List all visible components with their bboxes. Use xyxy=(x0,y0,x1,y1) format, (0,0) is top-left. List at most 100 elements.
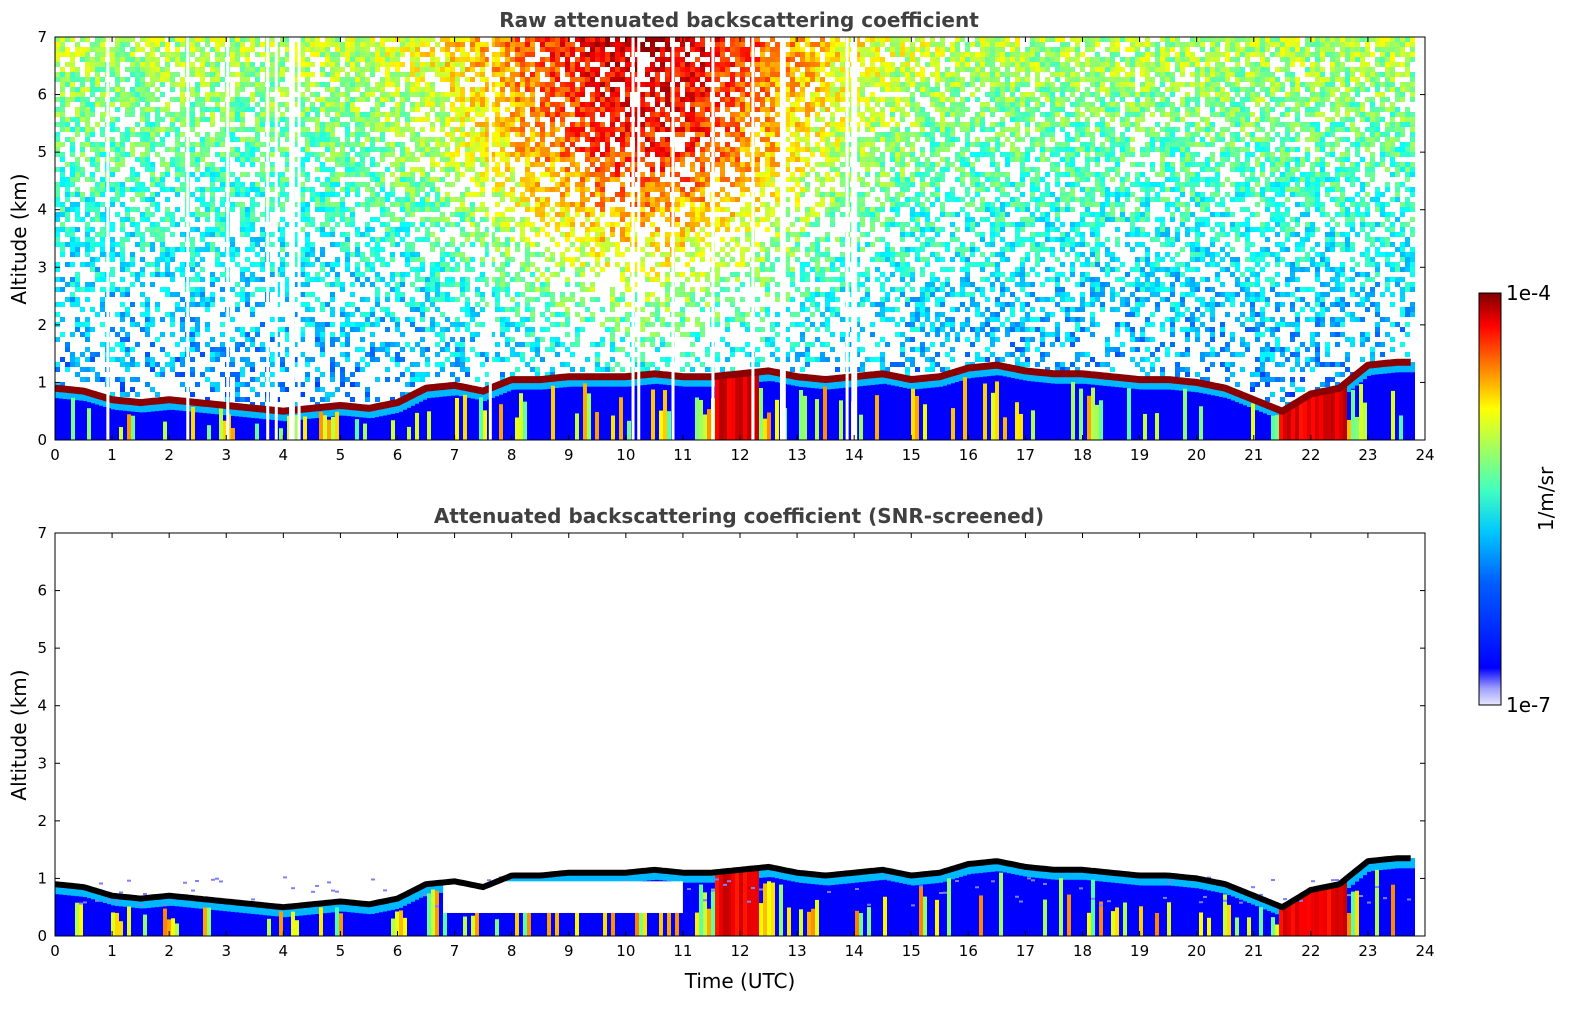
noise-cell xyxy=(450,152,455,157)
noise-cell xyxy=(180,337,185,342)
noise-cell xyxy=(475,107,480,112)
noise-cell xyxy=(280,182,285,187)
noise-cell xyxy=(220,117,225,122)
noise-cell xyxy=(520,62,525,67)
noise-cell xyxy=(510,122,515,127)
noise-cell xyxy=(160,217,165,222)
noise-cell xyxy=(230,47,235,52)
noise-cell xyxy=(355,77,360,82)
noise-cell xyxy=(570,142,575,147)
noise-cell xyxy=(150,282,155,287)
noise-cell xyxy=(550,177,555,182)
noise-cell xyxy=(460,232,465,237)
noise-cell xyxy=(455,37,460,42)
noise-cell xyxy=(360,327,365,332)
noise-cell xyxy=(245,57,250,62)
noise-cell xyxy=(115,187,120,192)
noise-cell xyxy=(540,132,545,137)
noise-cell xyxy=(130,67,135,72)
noise-cell xyxy=(495,137,500,142)
noise-cell xyxy=(595,262,600,267)
noise-cell xyxy=(300,272,305,277)
noise-cell xyxy=(505,327,510,332)
noise-cell xyxy=(165,262,170,267)
noise-cell xyxy=(455,62,460,67)
noise-cell xyxy=(320,202,325,207)
noise-cell xyxy=(235,42,240,47)
noise-cell xyxy=(655,47,660,52)
noise-cell xyxy=(330,337,335,342)
noise-cell xyxy=(155,177,160,182)
noise-cell xyxy=(235,57,240,62)
noise-cell xyxy=(565,297,570,302)
noise-cell xyxy=(585,237,590,242)
noise-cell xyxy=(180,82,185,87)
noise-cell xyxy=(330,167,335,172)
noise-cell xyxy=(560,157,565,162)
noise-cell xyxy=(375,247,380,252)
noise-cell xyxy=(310,37,315,42)
noise-cell xyxy=(130,252,135,257)
noise-cell xyxy=(145,137,150,142)
noise-cell xyxy=(270,152,275,157)
noise-cell xyxy=(250,127,255,132)
noise-cell xyxy=(565,277,570,282)
noise-cell xyxy=(565,92,570,97)
noise-cell xyxy=(455,357,460,362)
noise-cell xyxy=(370,247,375,252)
noise-cell xyxy=(375,177,380,182)
noise-cell xyxy=(395,197,400,202)
noise-cell xyxy=(270,147,275,152)
noise-cell xyxy=(75,172,80,177)
noise-cell xyxy=(235,147,240,152)
noise-cell xyxy=(220,42,225,47)
noise-cell xyxy=(100,147,105,152)
noise-cell xyxy=(610,157,615,162)
noise-cell xyxy=(260,97,265,102)
noise-cell xyxy=(365,57,370,62)
noise-cell xyxy=(160,227,165,232)
noise-cell xyxy=(465,277,470,282)
noise-cell xyxy=(660,207,665,212)
noise-cell xyxy=(335,362,340,367)
noise-cell xyxy=(200,172,205,177)
noise-cell xyxy=(505,137,510,142)
noise-cell xyxy=(655,122,660,127)
noise-cell xyxy=(435,102,440,107)
noise-cell xyxy=(530,242,535,247)
noise-cell xyxy=(400,162,405,167)
noise-cell xyxy=(600,242,605,247)
noise-cell xyxy=(660,112,665,117)
noise-cell xyxy=(475,237,480,242)
noise-cell xyxy=(565,202,570,207)
noise-cell xyxy=(480,132,485,137)
noise-cell xyxy=(475,57,480,62)
noise-cell xyxy=(595,167,600,172)
noise-cell xyxy=(340,202,345,207)
noise-cell xyxy=(495,102,500,107)
noise-cell xyxy=(195,37,200,42)
noise-cell xyxy=(540,202,545,207)
noise-cell xyxy=(605,107,610,112)
noise-cell xyxy=(250,162,255,167)
noise-cell xyxy=(315,277,320,282)
noise-cell xyxy=(375,52,380,57)
noise-cell xyxy=(540,142,545,147)
noise-cell xyxy=(260,52,265,57)
noise-cell xyxy=(75,87,80,92)
noise-cell xyxy=(85,157,90,162)
noise-cell xyxy=(425,217,430,222)
noise-cell xyxy=(595,142,600,147)
noise-cell xyxy=(85,87,90,92)
noise-cell xyxy=(65,212,70,217)
noise-cell xyxy=(475,277,480,282)
noise-cell xyxy=(330,232,335,237)
noise-cell xyxy=(200,247,205,252)
noise-cell xyxy=(235,177,240,182)
noise-cell xyxy=(370,187,375,192)
noise-cell xyxy=(400,132,405,137)
noise-cell xyxy=(450,277,455,282)
noise-cell xyxy=(135,77,140,82)
noise-cell xyxy=(75,372,80,377)
noise-cell xyxy=(300,157,305,162)
